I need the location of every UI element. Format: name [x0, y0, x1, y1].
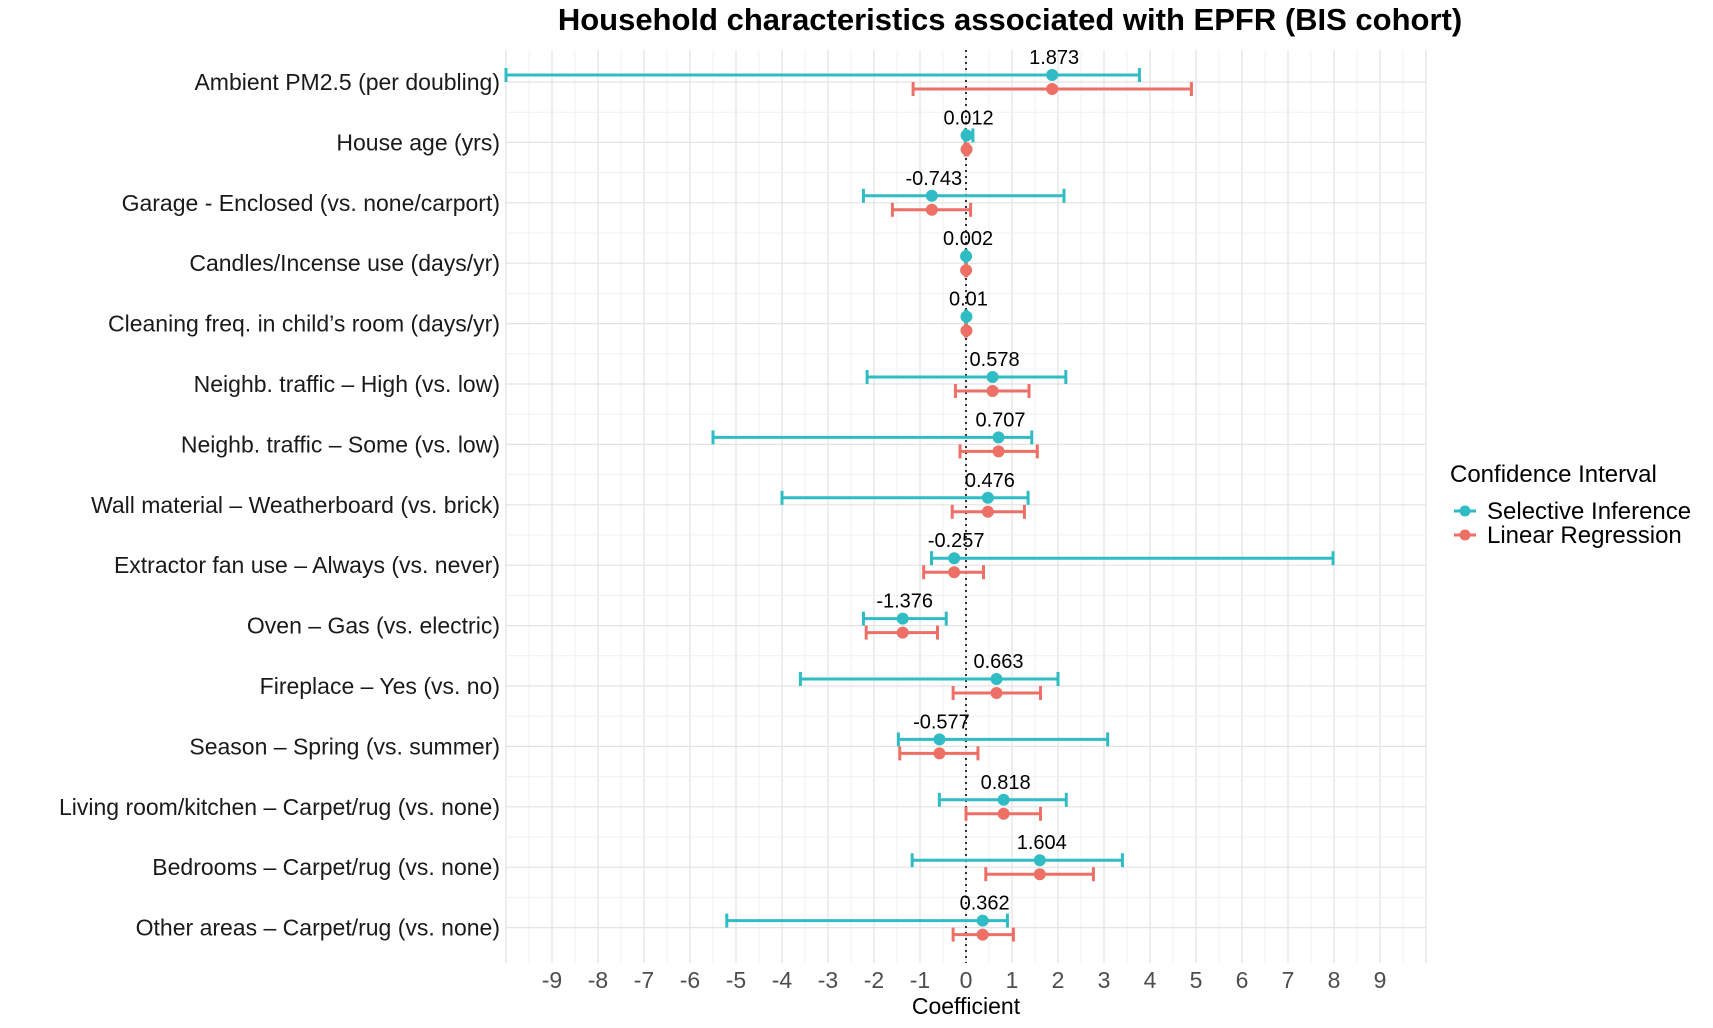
category-label-wall-material-weatherboard-vs-brick: Wall material – Weatherboard (vs. brick) — [91, 492, 500, 518]
point-estimate — [992, 431, 1005, 444]
point-estimate — [933, 747, 946, 760]
x-tick-label: -5 — [726, 967, 746, 993]
x-tick-label: -9 — [542, 967, 562, 993]
x-tick-label: 9 — [1374, 967, 1387, 993]
x-tick-label: -4 — [772, 967, 793, 993]
point-estimate — [986, 385, 999, 397]
point-estimate — [960, 143, 973, 156]
category-label-neighb-traffic-high-vs-low: Neighb. traffic – High (vs. low) — [194, 371, 500, 397]
estimate-label: 1.604 — [1017, 832, 1067, 854]
grid-layer — [505, 50, 1427, 963]
category-label-oven-gas-vs-electric: Oven – Gas (vs. electric) — [247, 613, 500, 639]
point-estimate — [960, 324, 973, 337]
point-estimate — [925, 203, 938, 216]
category-label-garage-enclosed-vs-none-carport: Garage - Enclosed (vs. none/carport) — [122, 190, 500, 216]
estimate-label: 0.578 — [970, 349, 1020, 371]
legend-label-selective-inference: Selective Inference — [1487, 498, 1691, 525]
x-tick-label: 3 — [1098, 967, 1111, 993]
point-estimate — [1033, 854, 1046, 867]
x-tick-label: -1 — [910, 967, 930, 993]
chart-title: Household characteristics associated wit… — [558, 2, 1462, 37]
point-estimate — [997, 793, 1010, 806]
estimate-label: 0.663 — [973, 651, 1023, 673]
category-label-other-areas-carpet-rug-vs-none: Other areas – Carpet/rug (vs. none) — [136, 915, 500, 941]
category-labels: Ambient PM2.5 (per doubling) House age (y… — [59, 69, 500, 941]
category-label-living-room-kitchen-carpet-rug-vs-none: Living room/kitchen – Carpet/rug (vs. no… — [59, 794, 500, 820]
point-estimate — [981, 505, 994, 518]
point-estimate — [976, 928, 989, 941]
category-label-extractor-fan-use-always-vs-never: Extractor fan use – Always (vs. never) — [114, 552, 500, 578]
point-estimate — [933, 733, 946, 746]
x-tick-label: -3 — [818, 967, 838, 993]
category-label-fireplace-yes-vs-no: Fireplace – Yes (vs. no) — [260, 673, 500, 699]
x-tick-label: 6 — [1236, 967, 1249, 993]
point-estimate — [1046, 69, 1059, 81]
x-tick-label: 0 — [960, 967, 973, 993]
x-tick-label: 4 — [1144, 967, 1157, 993]
estimate-label: 0.476 — [965, 470, 1015, 492]
point-estimate — [960, 129, 973, 142]
series-layer — [504, 68, 1335, 942]
legend-label-linear-regression: Linear Regression — [1487, 522, 1682, 549]
estimate-label: 1.873 — [1029, 47, 1079, 69]
x-tick-label: 8 — [1328, 967, 1341, 993]
x-tick-labels: -9 -8 -7 -6 -5 -4 -3 -2 -1 0 1 2 3 4 5 6 7 8 9 — [542, 967, 1387, 993]
estimate-label: 0.362 — [960, 893, 1010, 915]
category-label-candles-incense-use-days-yr: Candles/Incense use (days/yr) — [189, 250, 500, 276]
point-estimate — [976, 914, 989, 927]
estimate-label: -0.257 — [928, 530, 985, 552]
point-estimate — [948, 552, 961, 565]
x-tick-label: 1 — [1006, 967, 1019, 993]
point-estimate — [990, 687, 1003, 699]
x-axis-title: Coefficient — [912, 993, 1021, 1019]
category-label-bedrooms-carpet-rug-vs-none: Bedrooms – Carpet/rug (vs. none) — [152, 854, 500, 880]
point-estimate — [986, 371, 999, 383]
x-tick-label: 5 — [1190, 967, 1203, 993]
point-estimate — [896, 612, 909, 625]
series-linear-regression — [864, 82, 1193, 942]
category-label-season-spring-vs-summer: Season – Spring (vs. summer) — [189, 733, 500, 759]
category-label-neighb-traffic-some-vs-low: Neighb. traffic – Some (vs. low) — [181, 431, 500, 457]
category-label-ambient-pm2-5-per-doubling: Ambient PM2.5 (per doubling) — [194, 69, 500, 95]
estimate-label: -0.577 — [913, 711, 970, 733]
legend-key-selective-inference — [1454, 505, 1476, 517]
point-estimate — [925, 189, 938, 202]
x-tick-label: -7 — [634, 967, 654, 993]
estimate-label: 0.012 — [944, 107, 994, 129]
estimate-label: 0.818 — [981, 772, 1031, 794]
point-estimate — [997, 807, 1010, 820]
point-estimate — [960, 250, 973, 263]
point-estimate — [948, 566, 961, 579]
category-label-house-age-yrs: House age (yrs) — [336, 129, 500, 155]
estimate-label: -1.376 — [876, 591, 933, 613]
legend: Confidence Interval Selective Inference … — [1450, 461, 1691, 549]
x-tick-label: -2 — [864, 967, 884, 993]
point-estimate — [1046, 83, 1059, 95]
category-label-cleaning-freq-in-child-s-room-days-yr: Cleaning freq. in child’s room (days/yr) — [108, 311, 500, 337]
series-selective-inference — [504, 68, 1335, 928]
x-tick-label: 7 — [1282, 967, 1295, 993]
point-estimate — [960, 264, 973, 277]
point-estimate — [960, 310, 973, 323]
point-estimate — [981, 491, 994, 504]
x-tick-label: 2 — [1052, 967, 1065, 993]
estimate-label: -0.743 — [905, 168, 962, 190]
legend-title: Confidence Interval — [1450, 461, 1657, 488]
estimate-label: 0.002 — [943, 228, 993, 250]
legend-key-linear-regression — [1454, 529, 1476, 541]
point-estimate — [896, 626, 909, 639]
estimate-labels: 1.873 0.012 -0.743 0.002 0.01 0.578 0.707 0.476… — [876, 47, 1079, 915]
point-estimate — [990, 673, 1003, 685]
estimate-label: 0.707 — [975, 409, 1025, 431]
x-tick-label: -6 — [680, 967, 700, 993]
point-estimate — [992, 445, 1005, 458]
estimate-label: 0.01 — [949, 289, 988, 311]
point-estimate — [1033, 868, 1046, 881]
x-tick-label: -8 — [588, 967, 608, 993]
